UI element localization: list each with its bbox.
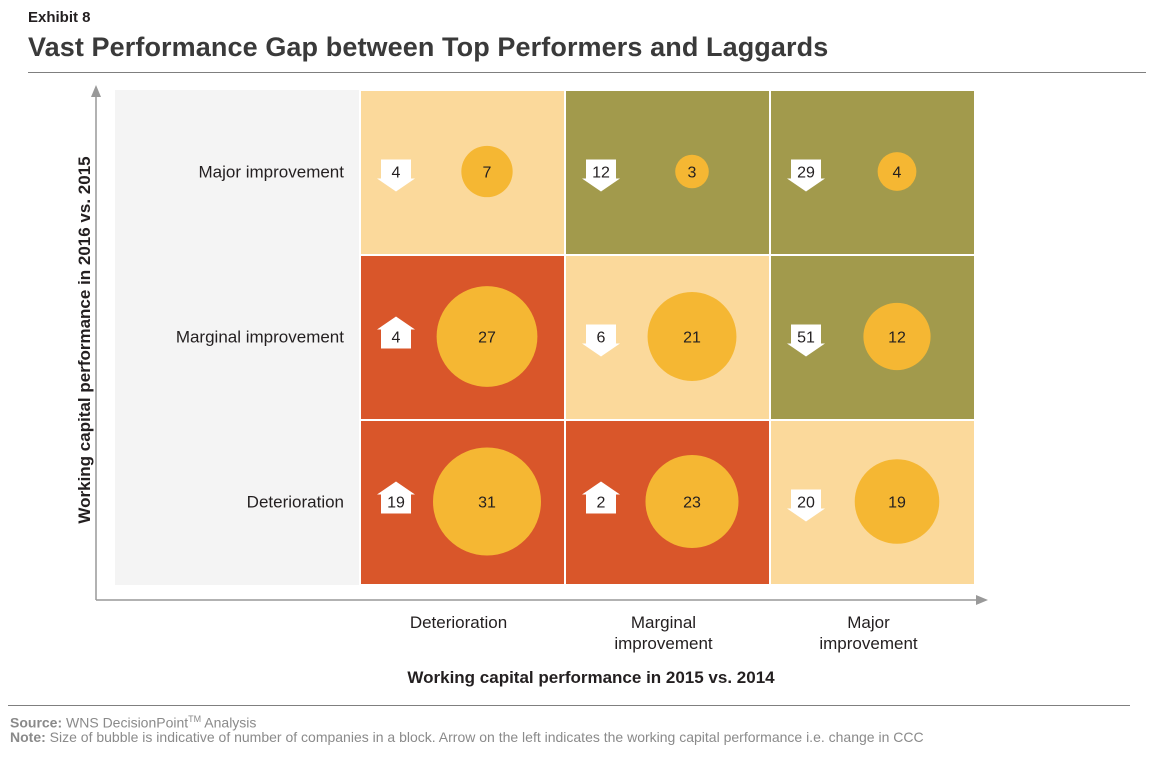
bubble-value-label: 3 <box>688 165 697 182</box>
arrow-value-label: 20 <box>797 495 815 512</box>
arrow-down-icon <box>787 489 825 522</box>
bubble-value-label: 27 <box>478 330 496 347</box>
bubble-value-label: 21 <box>683 330 701 347</box>
arrow-up-icon <box>582 481 620 514</box>
exhibit-label: Exhibit 8 <box>28 9 91 26</box>
bubble <box>433 447 541 556</box>
bubble-value-label: 12 <box>888 330 906 347</box>
y-axis-arrow-icon <box>91 85 101 97</box>
arrow-down-icon <box>787 159 825 192</box>
bubble-value-label: 23 <box>683 495 701 512</box>
note-text: Size of bubble is indicative of number o… <box>45 729 924 745</box>
arrow-value-label: 51 <box>797 330 815 347</box>
arrow-value-label: 2 <box>597 495 606 512</box>
bubble <box>645 454 739 549</box>
source-suffix: Analysis <box>201 714 257 731</box>
bubble-value-label: 19 <box>888 495 906 512</box>
footer-divider <box>8 705 1130 706</box>
arrow-down-icon <box>377 159 415 192</box>
arrow-down-icon <box>582 324 620 357</box>
source-trademark: TM <box>188 714 202 724</box>
arrow-value-label: 4 <box>392 330 401 347</box>
bubble-value-label: 31 <box>478 495 496 512</box>
arrow-value-label: 6 <box>597 330 606 347</box>
column-category-label: Deterioration <box>410 613 507 632</box>
arrow-up-icon <box>377 316 415 349</box>
bubble <box>877 152 917 191</box>
bubble <box>436 286 538 387</box>
arrow-value-label: 12 <box>592 165 610 182</box>
source-line: Source: WNS DecisionPointTM Analysis <box>10 711 256 732</box>
note-line: Note: Size of bubble is indicative of nu… <box>10 729 1010 746</box>
arrow-down-icon <box>787 324 825 357</box>
bubble <box>863 302 931 371</box>
column-category-label: Marginal <box>631 613 696 632</box>
row-category-label: Marginal improvement <box>176 328 344 347</box>
source-text: WNS DecisionPoint <box>62 714 189 731</box>
bubble-value-label: 7 <box>483 165 492 182</box>
arrow-value-label: 29 <box>797 165 815 182</box>
x-axis-arrow-icon <box>976 595 988 605</box>
bubble <box>647 292 737 381</box>
title-divider <box>28 72 1146 73</box>
column-category-label: improvement <box>614 634 713 653</box>
bubble-matrix-chart: 4 7 12 3 29 4 4 27 6 21 51 12 19 31 2 23 20 19 Major impro… <box>75 85 988 687</box>
bubble <box>461 145 513 198</box>
source-label: Source: <box>10 714 63 731</box>
arrow-value-label: 19 <box>387 495 405 512</box>
column-category-label: Major <box>847 613 890 632</box>
arrow-down-icon <box>582 159 620 192</box>
bubble-value-label: 4 <box>893 165 902 182</box>
x-axis-title: Working capital performance in 2015 vs. … <box>407 668 775 687</box>
chart-title: Vast Performance Gap between Top Perform… <box>28 32 829 62</box>
row-category-label: Major improvement <box>199 163 345 182</box>
row-category-label: Deterioration <box>247 493 344 512</box>
row-label-column <box>115 90 360 585</box>
arrow-up-icon <box>377 481 415 514</box>
bubble <box>854 459 940 544</box>
bubble <box>675 154 709 189</box>
y-axis-title: Working capital performance in 2016 vs. … <box>75 156 94 523</box>
column-category-label: improvement <box>819 634 918 653</box>
note-label: Note: <box>10 729 46 745</box>
arrow-value-label: 4 <box>392 165 401 182</box>
